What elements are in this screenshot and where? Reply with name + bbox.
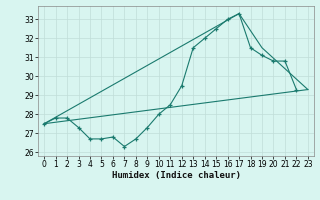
X-axis label: Humidex (Indice chaleur): Humidex (Indice chaleur) [111,171,241,180]
